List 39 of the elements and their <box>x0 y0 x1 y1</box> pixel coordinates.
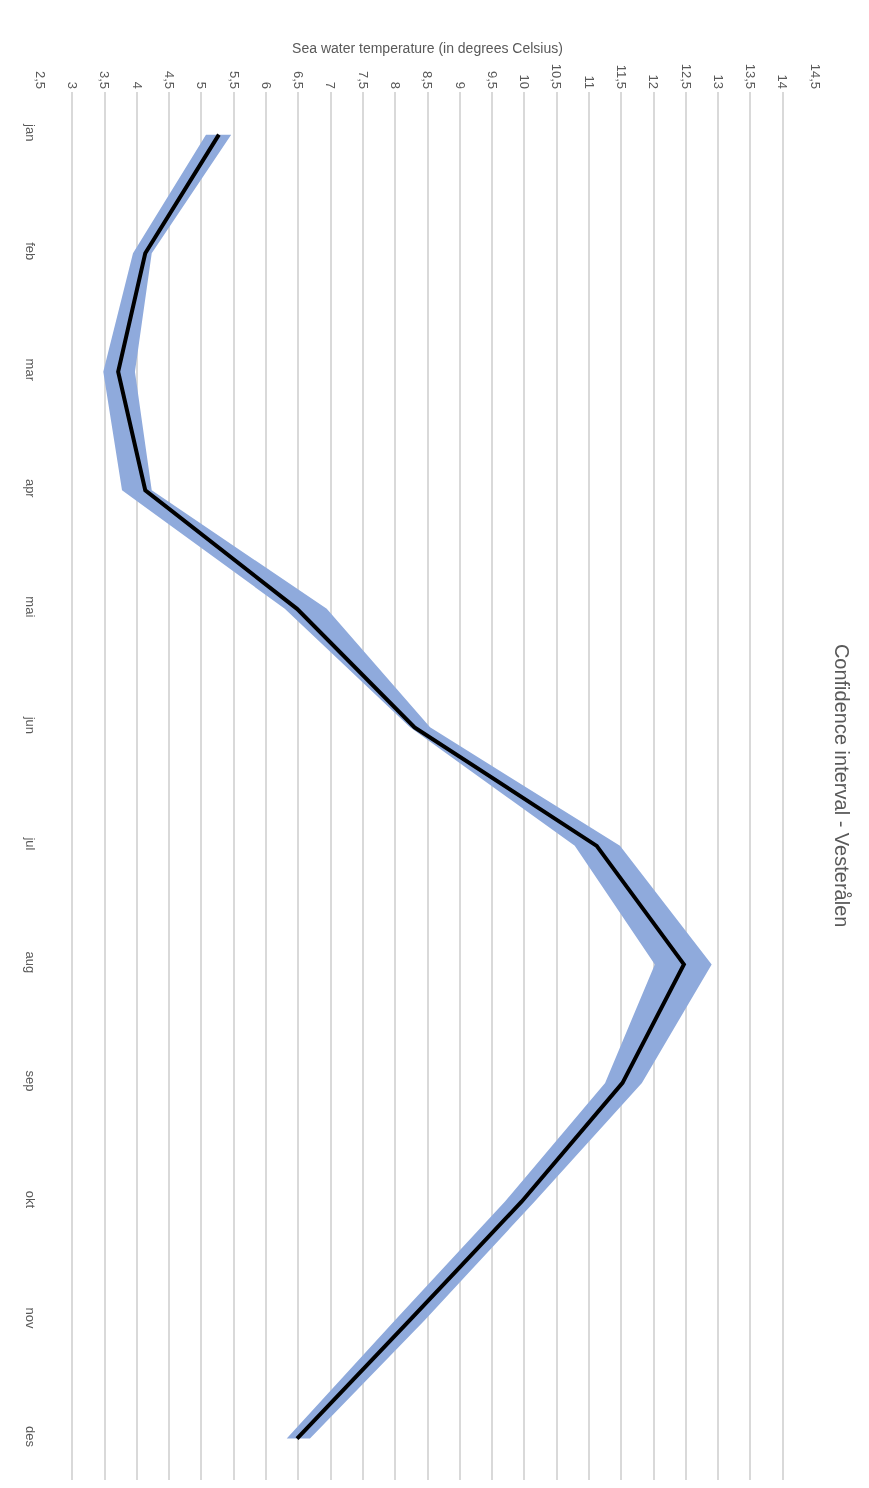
y-tick-label: des <box>23 1426 38 1448</box>
x-tick-label: 6 <box>258 81 274 90</box>
x-tick-label: 7 <box>323 81 339 90</box>
x-tick-label: 4,5 <box>161 70 177 90</box>
x-tick-label: 2,5 <box>32 70 48 90</box>
x-tick-label: 9,5 <box>484 70 500 90</box>
x-tick-label: 10 <box>517 74 533 90</box>
y-tick-label: jun <box>23 715 38 735</box>
x-tick-label: 11 <box>581 75 597 90</box>
y-tick-label: feb <box>23 242 38 261</box>
x-tick-label: 8 <box>387 81 403 90</box>
y-tick-label: sep <box>23 1070 38 1092</box>
x-tick-label: 13,5 <box>743 63 759 90</box>
y-tick-label: okt <box>23 1190 38 1209</box>
x-tick-label: 14 <box>775 74 791 90</box>
y-tick-label: mai <box>23 596 38 618</box>
x-tick-label: 12 <box>646 74 662 90</box>
x-axis-title: Sea water temperature (in degrees Celsius) <box>292 40 563 57</box>
x-tick-label: 10,5 <box>549 63 565 90</box>
x-tick-label: 8,5 <box>420 70 436 90</box>
x-tick-label: 9 <box>452 81 468 90</box>
x-tick-label: 12,5 <box>678 63 694 90</box>
x-tick-label: 3 <box>65 81 81 90</box>
x-tick-label: 14,5 <box>807 63 823 90</box>
x-tick-label: 11,5 <box>614 64 630 90</box>
x-tick-label: 4 <box>129 81 145 90</box>
x-tick-label: 7,5 <box>355 70 371 90</box>
y-tick-label: jan <box>23 123 38 142</box>
x-tick-label: 5,5 <box>226 70 242 90</box>
x-tick-label: 3,5 <box>97 70 113 90</box>
y-tick-label: jul <box>23 836 38 851</box>
x-tick-label: 6,5 <box>291 70 307 90</box>
y-tick-label: apr <box>23 478 38 499</box>
y-tick-label: nov <box>23 1307 38 1330</box>
y-tick-label: aug <box>23 951 38 974</box>
y-tick-label: mar <box>23 358 38 382</box>
text: Confidence interval - Vesterålen <box>831 643 854 928</box>
x-tick-label: 13 <box>710 74 726 90</box>
x-tick-label: 5 <box>194 81 210 90</box>
